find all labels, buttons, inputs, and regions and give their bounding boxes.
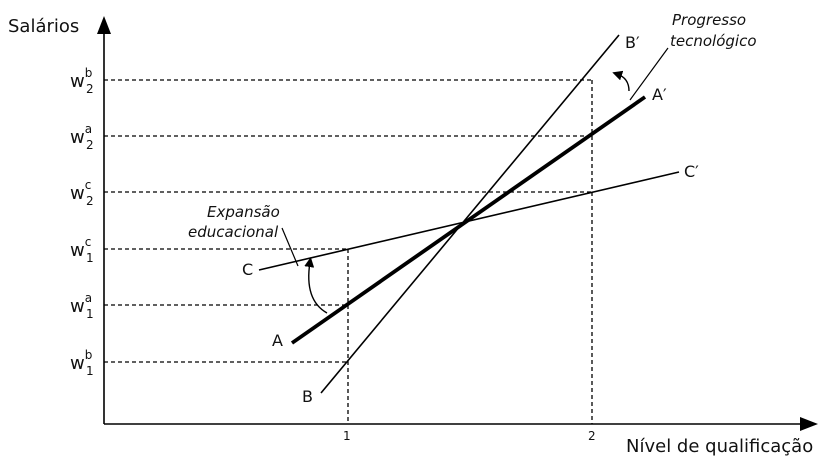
expansion-label-line2: educacional [188, 223, 279, 241]
y-label-w1c: wc 1 [70, 235, 94, 265]
line-B-start-label: B [302, 387, 313, 406]
line-C-start-label: C [242, 260, 253, 279]
y-label-w1b: wb 1 [70, 348, 94, 378]
x-tick-1: 1 [343, 429, 351, 443]
expansion-rotation-arrow [304, 257, 328, 314]
progress-label-line1: Progresso [672, 11, 746, 29]
line-A [290, 95, 647, 345]
x-axis-arrow [800, 417, 818, 431]
line-C [258, 171, 680, 271]
progress-label-line2: tecnológico [670, 32, 757, 50]
guide-lines [104, 79, 593, 424]
y-label-w1a: wa 1 [70, 291, 94, 321]
line-B [320, 34, 620, 394]
y-label-w2c: wc 2 [70, 178, 94, 208]
expansion-leader-line [281, 227, 299, 267]
expansion-label-line1: Expansão [207, 203, 280, 221]
line-A-end-label: A′ [652, 85, 667, 104]
y-label-w2a: wa 2 [70, 122, 94, 152]
progress-leader-line [629, 47, 669, 101]
y-label-w2b: wb 2 [70, 66, 94, 96]
y-axis-title: Salários [8, 16, 79, 37]
line-C-end-label: C′ [684, 162, 699, 181]
axes: Salários Nível de qualificação [8, 16, 818, 457]
line-A-start-label: A [272, 331, 283, 350]
x-axis-title: Nível de qualificação [626, 436, 813, 457]
line-B-end-label: B′ [625, 33, 640, 52]
wage-lines [258, 34, 680, 394]
y-level-labels: wb 2 wa 2 wc 2 wc 1 wa 1 wb 1 [70, 66, 94, 378]
y-axis-arrow [97, 16, 111, 34]
progress-rotation-arrow [612, 70, 630, 92]
x-tick-2: 2 [588, 429, 596, 443]
